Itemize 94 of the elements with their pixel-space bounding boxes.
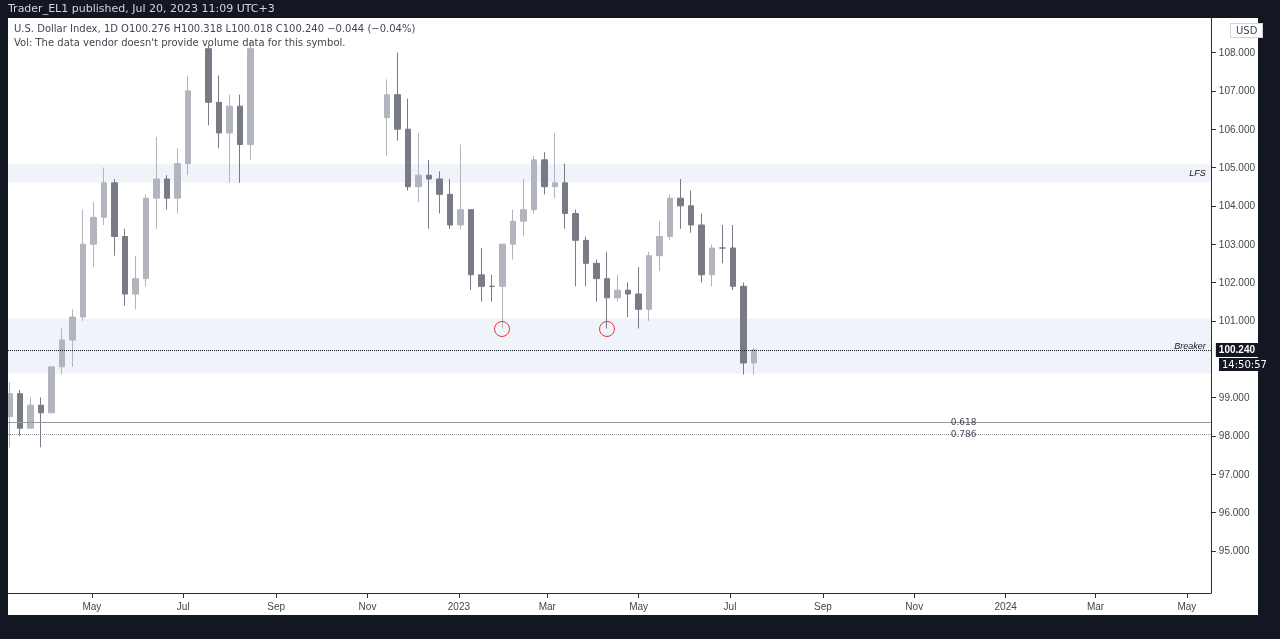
candlestick <box>384 78 390 157</box>
y-tick-label: 106.000 <box>1218 123 1256 135</box>
candlestick <box>667 193 673 241</box>
text: Trader_EL1 published, Jul 20, 2023 11:09 UTC+3 <box>8 2 275 15</box>
candlestick <box>394 52 401 142</box>
candlestick <box>426 159 432 230</box>
candlestick <box>656 220 663 272</box>
y-tick-label: 97.000 <box>1218 468 1250 480</box>
y-tick-label: 108.000 <box>1218 47 1256 58</box>
candlestick <box>583 236 589 287</box>
y-tick-label: 107.000 <box>1218 85 1256 97</box>
band-label: LFS <box>1189 168 1206 179</box>
candlestick <box>709 243 715 287</box>
ref-line-label: 100.240 <box>1218 344 1256 356</box>
x-tick-label: May <box>1177 600 1197 612</box>
x-tick-label: Nov <box>905 600 924 612</box>
y-tick-label: 101.000 <box>1218 315 1256 327</box>
chart-title: U.S. Dollar Index, 1D O100.276 H100.318 L100.018 C100.240 −0.044 (−0.04%) <box>14 23 416 34</box>
candlestick <box>719 224 726 264</box>
candlestick <box>520 178 527 237</box>
candlestick <box>489 274 495 303</box>
candlestick <box>562 163 568 230</box>
annotation: 0.786 <box>950 429 977 440</box>
candlestick <box>59 328 65 375</box>
candlestick <box>153 136 160 230</box>
y-tick-label: 103.000 <box>1218 238 1256 250</box>
x-tick-label: Sep <box>813 600 833 612</box>
candlestick <box>122 228 128 306</box>
candlestick <box>457 144 464 230</box>
candlestick <box>132 255 139 310</box>
candlestick <box>593 259 600 303</box>
candlestick <box>237 94 243 184</box>
y-tick-label: 102.000 <box>1218 277 1256 288</box>
candlestick <box>730 224 736 291</box>
candlestick <box>90 201 97 268</box>
y-tick-label: 99.000 <box>1218 392 1250 403</box>
candlestick <box>698 213 705 283</box>
candlestick <box>38 397 44 448</box>
band-label: Breaker <box>1174 341 1207 352</box>
y-tick-label: 104.000 <box>1218 200 1256 212</box>
candlestick <box>635 266 642 329</box>
candlestick <box>48 366 55 414</box>
candlestick <box>688 190 694 234</box>
candlestick <box>751 347 757 375</box>
candlestick <box>646 251 652 322</box>
candlestick <box>185 75 191 176</box>
candlestick <box>164 174 170 211</box>
x-tick-label: Jul <box>723 600 737 612</box>
candlestick <box>101 167 107 226</box>
candlestick <box>174 147 181 214</box>
x-tick-label: Nov <box>358 600 377 612</box>
candlestick <box>499 243 506 329</box>
y-tick-label: 95.000 <box>1218 545 1250 557</box>
candlestick <box>216 75 222 149</box>
annotation: 0.618 <box>950 417 977 428</box>
y-tick-label: 96.000 <box>1218 507 1250 518</box>
x-tick-label: Mar <box>538 600 557 612</box>
candlestick <box>531 155 537 214</box>
y-tick-label: 105.000 <box>1218 162 1256 173</box>
candlestick <box>80 209 86 322</box>
candlestick <box>111 178 118 257</box>
x-tick-label: Jul <box>176 600 190 612</box>
candlestick <box>541 151 548 195</box>
candlestick <box>143 193 149 287</box>
text: 14:50:57 <box>1219 357 1270 371</box>
x-tick-label: May <box>82 600 102 612</box>
candlestick <box>510 209 516 260</box>
y-tick-label: 98.000 <box>1218 430 1250 442</box>
candlestick <box>677 178 684 230</box>
candlestick <box>405 98 411 191</box>
candlestick <box>468 209 474 291</box>
candlestick <box>447 178 453 230</box>
candlestick <box>436 170 443 214</box>
x-tick-label: 2023 <box>447 600 471 612</box>
candlestick <box>625 282 631 318</box>
candlestick <box>740 282 747 375</box>
candlestick <box>226 94 233 184</box>
candlestick <box>415 132 422 203</box>
candlestick <box>572 209 579 287</box>
candlestick <box>478 247 485 303</box>
candlestick <box>205 44 212 126</box>
text: USD <box>1230 23 1264 38</box>
candlestick <box>69 308 76 368</box>
candlestick <box>8 381 13 448</box>
candlestick <box>27 397 34 429</box>
x-tick-label: Mar <box>1086 600 1105 612</box>
candlestick <box>614 274 621 303</box>
candlestick <box>552 132 558 199</box>
x-tick-label: Sep <box>267 600 286 612</box>
annotation: Vol: The data vendor doesn't provide volume data for this symbol. <box>14 36 347 50</box>
x-tick-label: May <box>629 600 649 612</box>
x-tick-label: 2024 <box>994 600 1018 612</box>
candlestick <box>604 251 610 329</box>
candlestick <box>17 389 23 437</box>
